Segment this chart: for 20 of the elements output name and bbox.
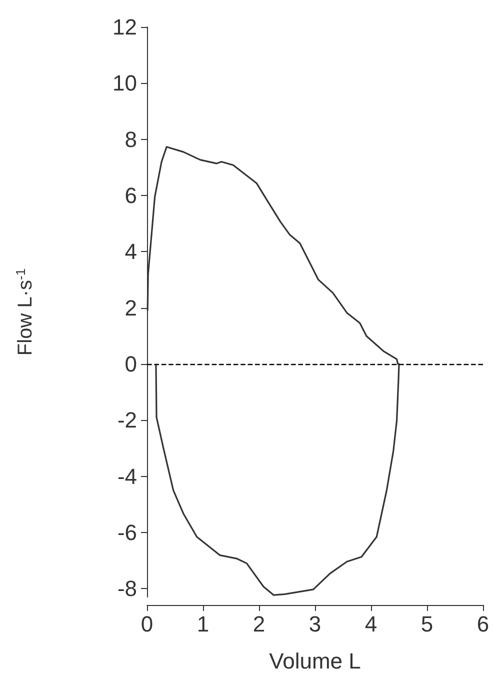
y-tick-label: -8 xyxy=(117,576,137,602)
y-axis-title: Flow L·s-1 xyxy=(13,268,36,356)
y-tick-label: 8 xyxy=(124,126,137,152)
x-tick-label: 0 xyxy=(140,612,154,636)
x-tick-label: 5 xyxy=(420,612,434,636)
y-tick-label: 6 xyxy=(124,182,137,208)
x-axis-title: Volume L xyxy=(269,648,361,674)
y-tick-label: 4 xyxy=(124,239,137,264)
x-tick-label: 6 xyxy=(476,612,490,636)
y-tick-label: -4 xyxy=(117,464,137,489)
x-tick-label: 4 xyxy=(364,612,378,636)
y-tick-label: -2 xyxy=(117,408,137,433)
x-tick-label: 3 xyxy=(308,612,322,636)
y-tick-label: 12 xyxy=(112,14,137,40)
y-tick-label: 0 xyxy=(124,351,137,376)
y-tick-label: -6 xyxy=(117,520,137,545)
x-tick-label: 2 xyxy=(252,612,266,636)
x-tick-label: 1 xyxy=(196,612,210,636)
y-tick-label: 10 xyxy=(112,70,137,96)
y-tick-label: 2 xyxy=(124,295,137,320)
